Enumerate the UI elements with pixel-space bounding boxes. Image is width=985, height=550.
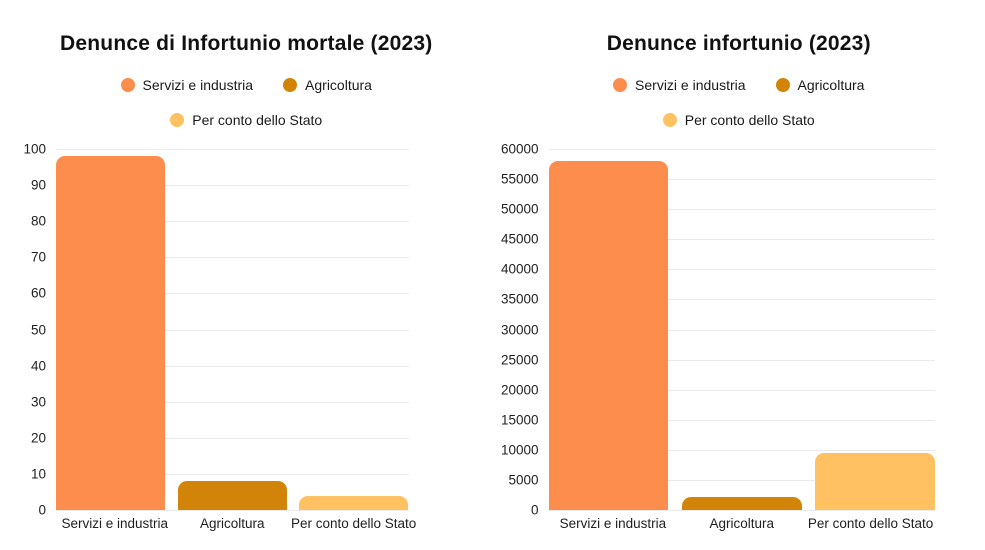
legend-label: Per conto dello Stato: [192, 112, 323, 128]
y-tick-label: 100: [23, 141, 46, 157]
gridline: [56, 510, 409, 511]
legend-item-servizi-e-industria[interactable]: Servizi e industria: [613, 75, 746, 95]
legend-color-dot-icon: [775, 78, 790, 92]
y-tick-label: 0: [38, 502, 46, 518]
y-tick-label: 55000: [500, 171, 539, 187]
legend-label: Agricoltura: [797, 77, 865, 93]
y-tick-label: 25000: [500, 352, 539, 368]
legend-item-agricoltura[interactable]: Agricoltura: [283, 75, 372, 95]
legend-label: Agricoltura: [305, 77, 372, 93]
y-tick-label: 20: [30, 430, 46, 446]
y-tick-label: 50000: [500, 201, 539, 217]
gridline: [548, 149, 935, 150]
chart-title: Denunce infortunio (2023): [606, 32, 871, 55]
gridline: [56, 257, 409, 259]
gridline: [548, 510, 935, 511]
gridline: [548, 359, 935, 361]
gridline: [548, 449, 935, 451]
y-tick-label: 10000: [500, 442, 539, 458]
x-tick-label-agricoltura: Agricoltura: [709, 516, 774, 531]
legend-color-dot-icon: [662, 113, 677, 127]
x-tick-label-agricoltura: Agricoltura: [199, 516, 265, 531]
legend-item-servizi-e-industria[interactable]: Servizi e industria: [120, 75, 254, 95]
gridline: [56, 149, 409, 150]
y-tick-label: 60000: [500, 141, 539, 157]
y-tick-label: 30000: [500, 322, 539, 337]
x-tick-label-servizi-e-industria: Servizi e industria: [559, 516, 667, 531]
y-tick-label: 60: [30, 285, 46, 301]
gridline: [548, 419, 935, 421]
legend: Servizi e industria Agricoltura Per conto …: [549, 75, 929, 130]
legend: Servizi e industria Agricoltura Per conto …: [56, 75, 436, 130]
bar-per-conto-dello-stato: [815, 452, 935, 510]
gridline: [56, 329, 409, 331]
gridline: [548, 179, 935, 181]
y-tick-label: 10: [30, 466, 46, 482]
gridline: [548, 269, 935, 271]
y-tick-label: 45000: [500, 231, 539, 247]
y-tick-label: 90: [30, 177, 46, 193]
y-axis: 0 10 20 30 40 50 60 70 80 90 100: [0, 142, 56, 518]
x-tick-label-servizi-e-industria: Servizi e industria: [61, 516, 169, 531]
y-tick-label: 50: [30, 322, 46, 337]
gridline: [548, 299, 935, 301]
legend-label: Servizi e industria: [142, 77, 254, 93]
y-tick-label: 5000: [508, 472, 539, 488]
y-tick-label: 30: [30, 394, 46, 410]
bar-agricoltura: [681, 497, 802, 510]
gridline: [56, 401, 409, 403]
chart-title: Denunce di Infortunio mortale (2023): [60, 32, 433, 55]
x-tick-label-per-conto-dello-stato: Per conto dello Stato: [290, 516, 417, 531]
y-tick-label: 35000: [500, 291, 539, 307]
y-tick-label: 80: [30, 213, 46, 229]
bar-agricoltura: [177, 481, 287, 510]
gridline: [56, 437, 409, 439]
gridline: [548, 329, 935, 331]
legend-color-dot-icon: [283, 78, 298, 92]
bar-servizi-e-industria: [548, 161, 669, 510]
legend-item-per-conto-dello-stato[interactable]: Per conto dello Stato: [170, 110, 322, 130]
gridline: [56, 221, 409, 223]
y-tick-label: 20000: [500, 382, 539, 398]
gridline: [548, 209, 935, 211]
y-tick-label: 40000: [500, 261, 539, 277]
gridline: [548, 389, 935, 391]
chart-denunce-infortunio-mortale: Denunce di Infortunio mortale (2023) Ser…: [0, 32, 493, 531]
legend-item-per-conto-dello-stato[interactable]: Per conto dello Stato: [662, 110, 815, 130]
legend-label: Per conto dello Stato: [684, 112, 815, 128]
legend-color-dot-icon: [170, 113, 185, 127]
legend-item-agricoltura[interactable]: Agricoltura: [775, 75, 865, 95]
legend-color-dot-icon: [120, 78, 135, 92]
gridline: [56, 473, 409, 475]
gridline: [56, 365, 409, 367]
plot-area: [56, 149, 409, 511]
x-tick-label-per-conto-dello-stato: Per conto dello Stato: [807, 516, 934, 531]
bar-servizi-e-industria: [56, 156, 166, 510]
plot-row: 0 5000 10000 15000 20000 25000 30000 35000 40000…: [493, 142, 985, 518]
plot-row: 0 10 20 30 40 50 60 70 80 90 100: [0, 142, 493, 518]
plot-area: [548, 149, 935, 511]
y-tick-label: 0: [530, 502, 539, 518]
gridline: [548, 239, 935, 241]
gridline: [548, 479, 935, 481]
y-axis: 0 5000 10000 15000 20000 25000 30000 35000 40000…: [493, 142, 549, 518]
y-tick-label: 15000: [500, 412, 539, 428]
chart-denunce-infortunio: Denunce infortunio (2023) Servizi e indu…: [493, 0, 985, 550]
gridline: [56, 293, 409, 295]
x-axis: Servizi e industria Agricoltura Per conto …: [549, 516, 936, 531]
x-axis: Servizi e industria Agricoltura Per conto …: [56, 516, 417, 531]
y-tick-label: 70: [30, 249, 46, 265]
legend-color-dot-icon: [613, 78, 628, 92]
bar-per-conto-dello-stato: [299, 495, 409, 510]
gridline: [56, 185, 409, 187]
legend-label: Servizi e industria: [635, 77, 746, 93]
y-tick-label: 40: [30, 358, 46, 374]
